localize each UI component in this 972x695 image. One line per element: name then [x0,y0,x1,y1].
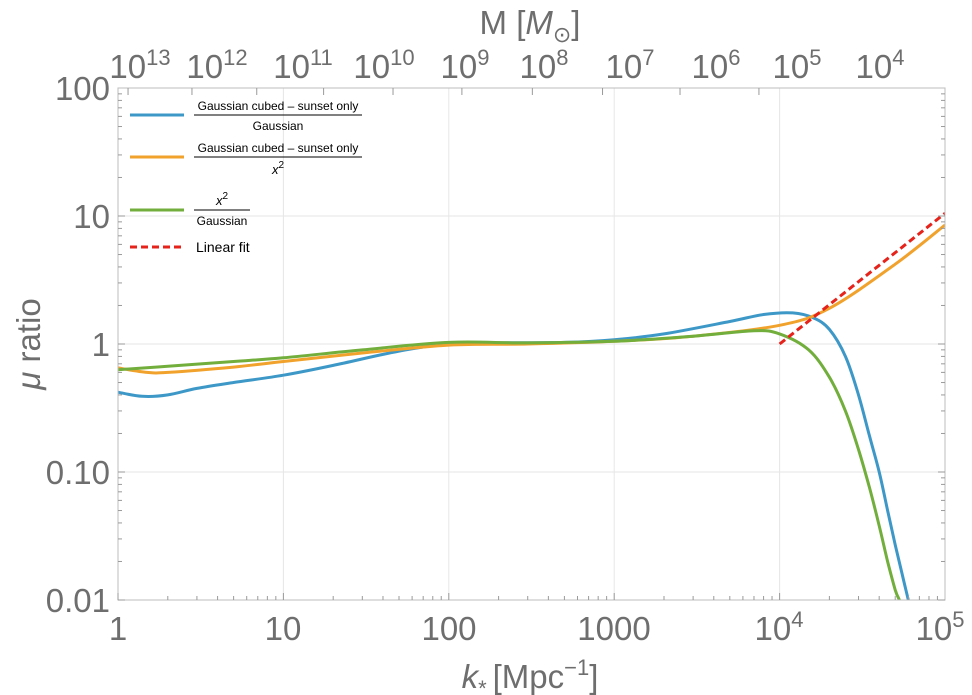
x-tick-label-1: 10 [265,610,302,647]
y-tick-label-2: 1 [92,326,110,363]
y-tick-label-1: 0.10 [46,454,110,491]
legend-entry-red: Linear fit [130,239,250,255]
legend-green-denominator: Gaussian [197,214,248,228]
x-tick-label-0: 1 [109,610,127,647]
x-tick-label-4: 104 [755,607,804,647]
y-tick-label-3: 10 [73,198,110,235]
axis-ticks [117,88,945,601]
legend-blue-numerator: Gaussian cubed – sunset only [198,99,359,113]
x-tick-label-3: 1000 [577,610,650,647]
legend-red-label: Linear fit [196,239,250,255]
series-green-line [118,329,901,600]
series-blue-line [118,311,910,600]
x-tick-label-5: 105 [916,607,965,647]
y-tick-label-0: 0.01 [46,582,110,619]
top-tick-label-10: 1010 [353,45,414,85]
x-axis-title: k* [Mpc−1] [462,655,599,695]
top-tick-label-9: 109 [441,45,490,85]
legend-entry-blue: Gaussian cubed – sunset only Gaussian [130,99,362,133]
legend-orange-denominator: x2 [271,160,285,177]
top-tick-label-4: 104 [856,45,905,85]
legend-entry-orange: Gaussian cubed – sunset only x2 [130,141,362,177]
top-tick-label-13: 1013 [109,45,170,85]
legend: Gaussian cubed – sunset only Gaussian Ga… [130,99,362,255]
top-tick-label-12: 1012 [186,45,247,85]
top-tick-label-5: 105 [773,45,822,85]
series-linear-fit-line [778,212,945,346]
legend-green-numerator: x2 [215,191,229,208]
x-tick-label-2: 100 [421,610,476,647]
legend-orange-numerator: Gaussian cubed – sunset only [198,141,359,155]
x-tick-labels: 1 10 100 1000 104 105 [109,607,965,647]
top-tick-labels: 1013 1012 1011 1010 109 108 107 106 105 … [109,45,904,85]
top-tick-label-11: 1011 [273,45,333,85]
legend-entry-green: x2 Gaussian [130,191,250,228]
legend-blue-denominator: Gaussian [253,119,304,133]
y-axis-title: μ ratio [10,298,47,390]
series-lines [118,212,945,600]
y-tick-label-4: 100 [55,70,110,107]
top-tick-label-8: 108 [520,45,569,85]
top-axis-title: M [M⊙] [480,4,581,47]
top-tick-label-7: 107 [606,45,655,85]
top-tick-label-6: 106 [692,45,741,85]
y-tick-labels: 0.01 0.10 1 10 100 [46,70,110,619]
